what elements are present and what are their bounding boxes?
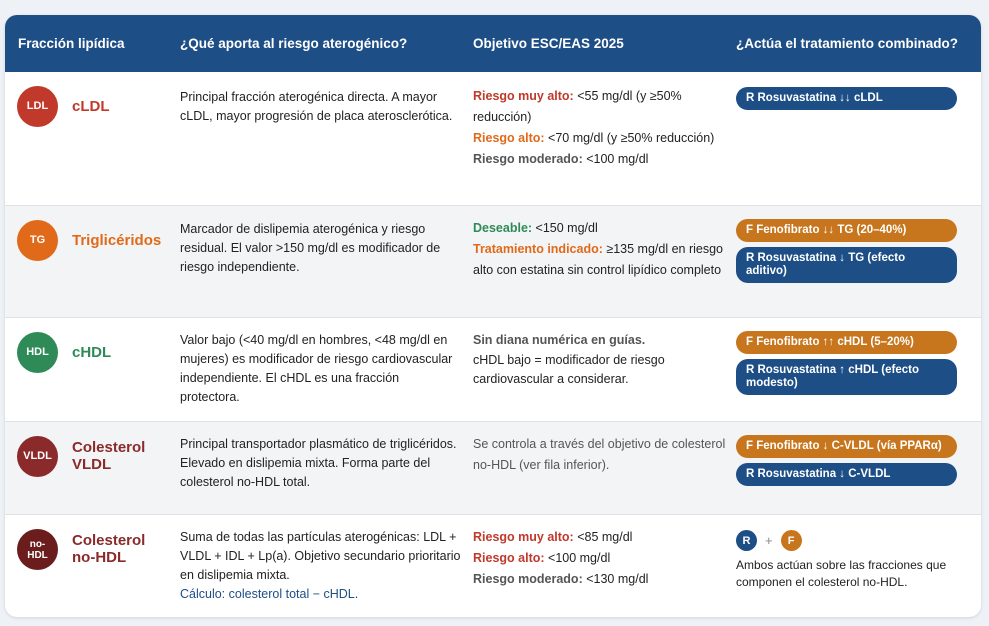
objective-high: Riesgo alto: <100 mg/dl bbox=[473, 551, 611, 565]
objective-desirable: Deseable: <150 mg/dl bbox=[473, 221, 598, 235]
fenofibrato-pill: F Fenofibrato ↑↑ cHDL (5–20%) bbox=[736, 331, 957, 354]
header-fraccion: Fracción lipídica bbox=[18, 36, 125, 51]
plus-sign: + bbox=[765, 533, 773, 548]
fraction-name: cHDL bbox=[72, 344, 112, 361]
combo-indicator: R + F bbox=[736, 530, 971, 551]
vldl-badge: VLDL bbox=[17, 436, 58, 477]
table-row-chdl: HDL cHDL Valor bajo (<40 mg/dl en hombre… bbox=[5, 317, 981, 421]
objective-moderate: Riesgo moderado: <100 mg/dl bbox=[473, 152, 649, 166]
objective-moderate: Riesgo moderado: <130 mg/dl bbox=[473, 572, 649, 586]
risk-description: Suma de todas las partículas aterogénica… bbox=[180, 530, 461, 582]
hdl-badge: HDL bbox=[17, 332, 58, 373]
fenofibrato-pill: F Fenofibrato ↓ C-VLDL (vía PPARα) bbox=[736, 435, 957, 458]
fenofibrato-circle: F bbox=[780, 530, 802, 551]
rosuvastatina-pill: R Rosuvastatina ↓ C-VLDL bbox=[736, 463, 957, 486]
table-row-tg: TG Triglicéridos Marcador de dislipemia … bbox=[5, 205, 981, 317]
table-row-vldl: VLDL Colesterol VLDL Principal transport… bbox=[5, 421, 981, 514]
objective-very-high: Riesgo muy alto: <85 mg/dl bbox=[473, 530, 633, 544]
table-row-cldl: LDL cLDL Principal fracción aterogénica … bbox=[5, 72, 981, 205]
objective-high: Riesgo alto: <70 mg/dl (y ≥50% reducción… bbox=[473, 131, 715, 145]
nohdl-badge: no-HDL bbox=[17, 529, 58, 570]
fraction-name: Colesterol no-HDL bbox=[72, 532, 146, 566]
objective-note: cHDL bajo = modificador de riesgo cardio… bbox=[473, 353, 665, 386]
calculation-note: Cálculo: colesterol total − cHDL. bbox=[180, 587, 359, 601]
risk-description: Valor bajo (<40 mg/dl en hombres, <48 mg… bbox=[180, 333, 453, 404]
combo-note: Ambos actúan sobre las fracciones que co… bbox=[736, 558, 947, 589]
objective-very-high: Riesgo muy alto: <55 mg/dl (y ≥50% reduc… bbox=[473, 89, 682, 124]
fraction-name: Triglicéridos bbox=[72, 232, 162, 249]
rosuvastatina-circle: R bbox=[736, 530, 757, 551]
objective-treatment: Tratamiento indicado: ≥135 mg/dl en ries… bbox=[473, 242, 724, 277]
table-header: Fracción lipídica ¿Qué aporta al riesgo … bbox=[5, 15, 981, 72]
table-row-nohdl: no-HDL Colesterol no-HDL Suma de todas l… bbox=[5, 514, 981, 617]
fraction-name: Colesterol VLDL bbox=[72, 439, 146, 473]
risk-description: Principal fracción aterogénica directa. … bbox=[180, 90, 453, 123]
header-tratamiento: ¿Actúa el tratamiento combinado? bbox=[736, 36, 959, 51]
header-aporte: ¿Qué aporta al riesgo aterogénico? bbox=[180, 36, 408, 51]
header-objetivo: Objetivo ESC/EAS 2025 bbox=[473, 36, 624, 51]
risk-description: Principal transportador plasmático de tr… bbox=[180, 437, 457, 489]
ldl-badge: LDL bbox=[17, 86, 58, 127]
rosuvastatina-pill: R Rosuvastatina ↓ TG (efecto aditivo) bbox=[736, 247, 957, 283]
objective-note: Se controla a través del objetivo de col… bbox=[473, 437, 726, 472]
lipid-table-card: Fracción lipídica ¿Qué aporta al riesgo … bbox=[5, 15, 981, 617]
fenofibrato-pill: F Fenofibrato ↓↓ TG (20–40%) bbox=[736, 219, 957, 242]
fraction-name: cLDL bbox=[72, 98, 110, 115]
risk-description: Marcador de dislipemia aterogénica y rie… bbox=[180, 222, 441, 274]
rosuvastatina-pill: R Rosuvastatina ↓↓ cLDL bbox=[736, 87, 957, 110]
objective-no-target: Sin diana numérica en guías. bbox=[473, 333, 646, 347]
rosuvastatina-pill: R Rosuvastatina ↑ cHDL (efecto modesto) bbox=[736, 359, 957, 395]
tg-badge: TG bbox=[17, 220, 58, 261]
